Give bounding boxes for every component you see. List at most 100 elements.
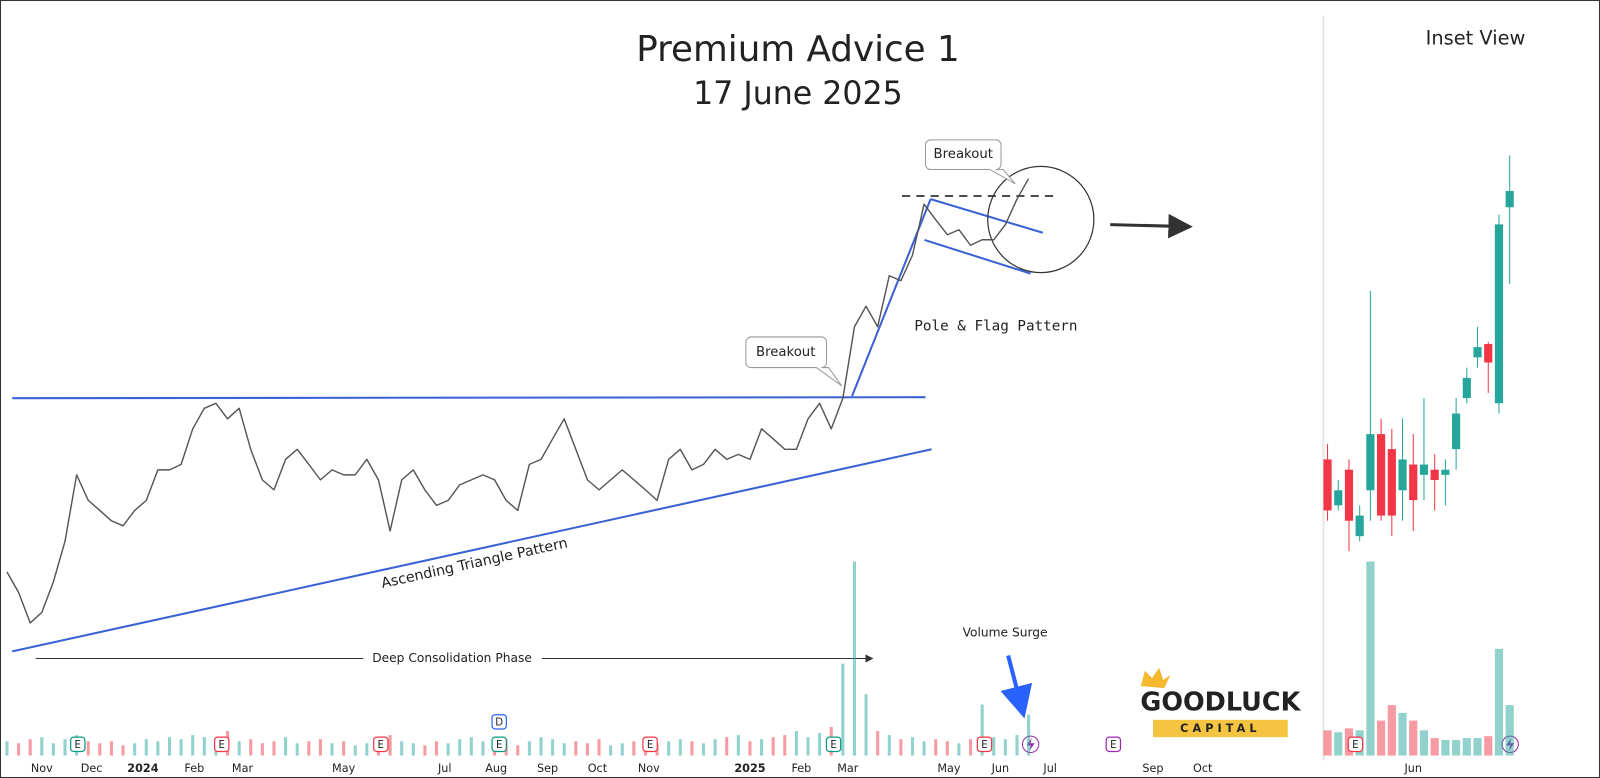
volume-bar [701,743,706,756]
volume-bar [690,741,694,756]
candle-body [1409,464,1418,501]
callout [924,139,1016,185]
volume-bar [1366,561,1375,756]
volume-bar [794,731,798,756]
x-tick-label: 2025 [734,762,765,775]
annotation: Deep Consolidation Phase [372,651,532,665]
inset-title: Inset View [1426,26,1526,49]
volume-bar [667,741,671,756]
volume-bar [330,743,334,756]
candle-body [1441,469,1450,475]
event-badge [825,736,842,753]
volume-bar [748,741,752,756]
event-label: D [495,717,503,728]
event-badge [491,714,507,730]
volume-bar [620,743,624,756]
x-tick-label: Jul [437,762,452,775]
candle-body [1334,490,1343,506]
volume-bar [551,739,555,756]
volume-bar [1409,720,1418,756]
event-label: E [378,740,384,751]
logo-tagline: CAPITAL [1180,722,1260,735]
x-tick-label: May [937,762,961,775]
flag-line [924,238,1031,275]
event-badge [373,736,389,753]
x-tick-label: Nov [31,762,53,775]
volume-bar [945,741,949,756]
volume-bar [783,735,787,756]
x-tick-label: Jul [1042,762,1057,775]
volume-bar [934,739,938,756]
volume-bar [434,741,439,756]
volume-bar [562,743,566,756]
volume-bar [574,741,578,756]
volume-bar [458,739,462,756]
volume-bar [307,741,311,756]
volume-bar [411,743,415,756]
x-tick-label: Jun [1403,762,1422,775]
volume-bar [179,739,183,756]
candle-body [1398,459,1407,491]
volume-bar [167,737,172,756]
event-label: E [647,740,653,751]
flag-line [930,198,1044,234]
candle-body [1377,434,1386,516]
volume-bar [1398,712,1407,756]
volume-bar [342,741,346,756]
annotation: Breakout [756,345,815,360]
candle-body [1484,344,1493,363]
volume-bar [365,743,369,756]
candle-body [1366,434,1375,491]
volume-arrow [1000,654,1033,719]
volume-bar [1015,735,1019,756]
volume-bar [876,731,880,756]
event-label: E [1110,740,1116,751]
volume-bar [1473,738,1482,756]
volume-bar [1003,739,1007,756]
volume-bar [910,737,915,756]
volume-bar [156,741,160,756]
volume-bar [1387,705,1396,756]
price-line [6,178,1030,624]
resistance-line [12,396,926,400]
volume-bar [109,741,113,756]
annotation: Volume Surge [963,626,1048,640]
volume-bar [40,737,44,756]
volume-bar [98,743,102,756]
event-badge [1105,736,1122,753]
event-label: E [830,740,836,751]
event-label: E [75,740,81,751]
volume-bar [1334,732,1343,756]
volume-bar [1419,730,1429,756]
x-tick-label: Sep [1142,762,1163,775]
event-badge [70,736,86,753]
volume-bar [144,739,148,756]
volume-bar [1430,738,1439,756]
volume-bar [957,743,961,756]
candle-body [1323,459,1332,511]
annotation: Pole & Flag Pattern [914,319,1077,335]
volume-bar [736,735,740,756]
x-tick-label: Feb [184,762,204,775]
inset-arrow [1110,213,1193,239]
volume-bar [272,741,276,756]
volume-bar [237,741,241,756]
volume-bar [1027,714,1031,756]
volume-bar [771,737,775,756]
candle-body [1419,464,1429,475]
x-tick-label: Aug [485,762,507,775]
volume-bar [353,745,357,756]
event-label: E [981,740,987,751]
volume-bar [318,739,322,756]
volume-bar [260,743,264,756]
candle-body [1462,377,1471,399]
x-tick-label: Oct [588,762,608,775]
x-tick-label: Oct [1193,762,1213,775]
event-badge [976,736,993,753]
volume-bar [632,741,636,756]
volume-bar [818,733,822,756]
